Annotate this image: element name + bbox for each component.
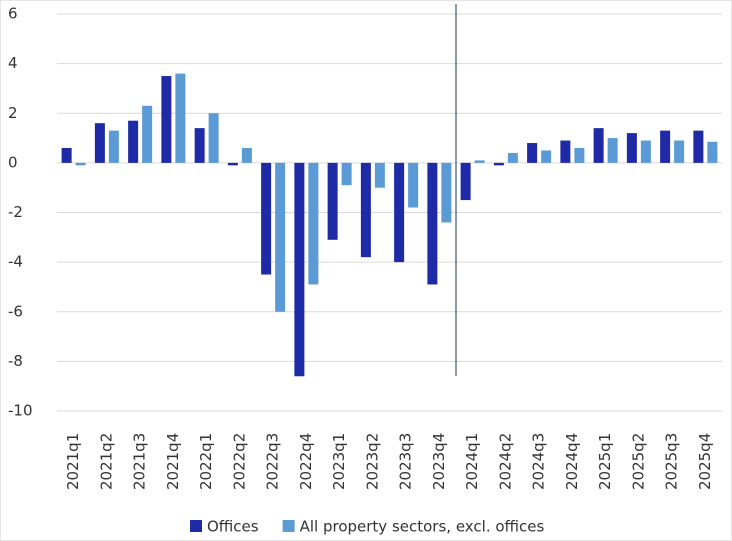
- bar: [626, 133, 637, 163]
- legend-swatch: [190, 520, 202, 532]
- bar: [607, 138, 618, 163]
- bar: [408, 162, 419, 208]
- x-tick-label: 2021q4: [164, 433, 182, 490]
- bar: [61, 147, 72, 163]
- bar: [574, 147, 585, 163]
- legend-label: All property sectors, excl. offices: [300, 518, 545, 536]
- bar: [261, 162, 272, 275]
- bars: [61, 73, 718, 377]
- bar: [75, 162, 86, 166]
- x-tick-label: 2023q2: [363, 433, 381, 490]
- y-tick-label: -2: [8, 203, 23, 221]
- y-tick-label: 2: [8, 104, 18, 122]
- legend-swatch: [282, 520, 295, 532]
- bar: [427, 162, 438, 285]
- x-tick-label: 2022q3: [264, 433, 282, 490]
- bar: [507, 152, 518, 163]
- bar: [474, 160, 485, 163]
- bar: [294, 162, 305, 377]
- bar: [161, 76, 172, 163]
- y-tick-label: -4: [8, 253, 23, 271]
- bar: [128, 120, 139, 163]
- bar: [208, 113, 219, 163]
- bar: [142, 105, 153, 163]
- x-tick-label: 2023q4: [430, 433, 448, 490]
- x-tick-label: 2024q3: [530, 433, 548, 490]
- x-tick-label: 2025q1: [596, 433, 614, 490]
- bar: [527, 143, 538, 163]
- x-tick-label: 2022q2: [230, 433, 248, 490]
- labels: -10 -8 -6 -4 -2 0 2 4 6 2021q1 2021q2 2021q3 2021q4 2…: [8, 5, 714, 536]
- bar: [374, 162, 385, 188]
- y-tick-label: 0: [8, 153, 18, 171]
- bar: [640, 140, 651, 163]
- x-tick-label: 2023q3: [397, 433, 415, 490]
- y-tick-label: -8: [8, 352, 23, 370]
- y-tick-label: 6: [8, 5, 18, 23]
- y-tick-label: -6: [8, 302, 23, 320]
- x-tick-label: 2025q3: [663, 433, 681, 490]
- x-tick-label: 2022q1: [197, 433, 215, 490]
- bar: [227, 162, 238, 166]
- bar: [394, 162, 405, 263]
- bar: [593, 128, 604, 163]
- x-tick-label: 2022q4: [297, 433, 315, 490]
- x-tick-label: 2025q2: [629, 433, 647, 490]
- bar: [108, 130, 119, 163]
- bar: [660, 130, 671, 163]
- bar: [341, 162, 352, 186]
- bar: [194, 128, 205, 163]
- x-tick-label: 2025q4: [696, 433, 714, 490]
- x-tick-label: 2023q1: [330, 433, 348, 490]
- x-tick-label: 2021q3: [131, 433, 149, 490]
- bar: [94, 123, 105, 163]
- bar: [175, 73, 186, 163]
- legend-label: Offices: [207, 518, 259, 536]
- x-tick-label: 2021q2: [97, 433, 115, 490]
- bar: [460, 162, 471, 201]
- y-tick-label: 4: [8, 54, 18, 72]
- bar: [560, 140, 571, 163]
- bar: [693, 130, 704, 163]
- bar: [707, 141, 718, 163]
- x-tick-label: 2024q2: [496, 433, 514, 490]
- bar: [275, 162, 286, 312]
- x-tick-label: 2024q4: [563, 433, 581, 490]
- bar: [441, 162, 452, 223]
- bar: [327, 162, 338, 240]
- x-tick-label: 2021q1: [64, 433, 82, 490]
- grid: [57, 4, 722, 412]
- bar: [241, 147, 252, 163]
- x-tick-label: 2024q1: [463, 433, 481, 490]
- bar: [360, 162, 371, 258]
- bar: [308, 162, 319, 285]
- bar: [493, 162, 504, 166]
- bar: [541, 150, 552, 163]
- y-tick-label: -10: [8, 402, 33, 420]
- bar: [674, 140, 685, 163]
